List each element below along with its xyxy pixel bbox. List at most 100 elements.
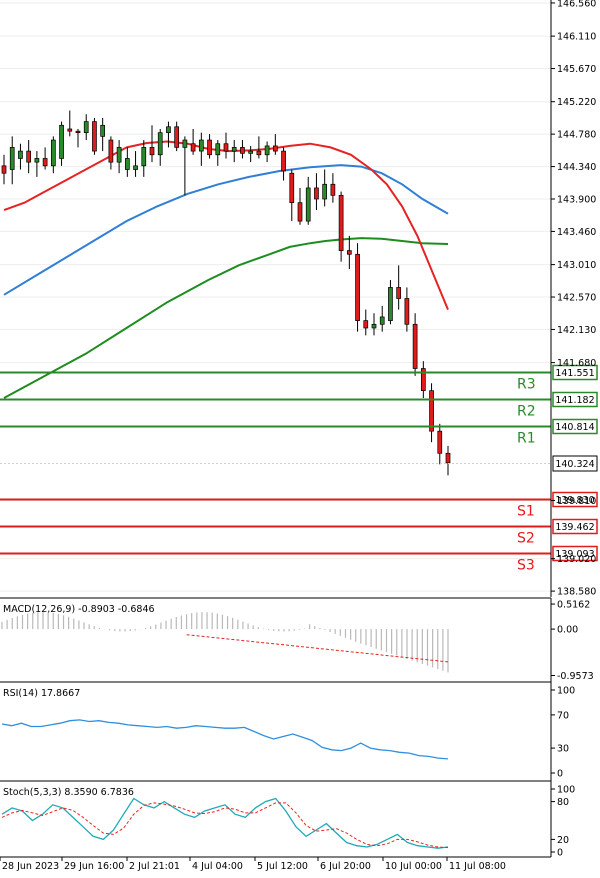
- candle: [182, 136, 188, 196]
- price-tick-label: 143.460: [557, 227, 596, 238]
- price-tick-label: 146.560: [557, 0, 596, 9]
- candle-body: [50, 139, 56, 167]
- level-price-box: [552, 545, 598, 562]
- candle-body: [429, 390, 434, 432]
- candle: [9, 136, 15, 185]
- candle-body: [190, 143, 196, 152]
- candle: [445, 445, 451, 476]
- stoch-tick-label: 80: [557, 797, 569, 808]
- level-r2: R2 141.182: [0, 391, 598, 420]
- candle: [264, 141, 270, 163]
- candle: [248, 145, 254, 163]
- stoch-tick-label: 20: [557, 835, 569, 846]
- candle-body: [314, 187, 319, 200]
- candle-body: [297, 202, 303, 222]
- level-price-label: 140.814: [555, 422, 594, 433]
- candle-body: [396, 287, 402, 299]
- candle-body: [272, 145, 278, 152]
- price-tick-label: 141.680: [557, 358, 596, 369]
- candle: [190, 128, 196, 155]
- ma-green-line: [3, 237, 449, 399]
- rsi-tick-label: 0: [557, 769, 563, 780]
- level-s3: S3 139.093: [0, 545, 598, 574]
- candle-body: [26, 150, 32, 163]
- level-name: R2: [517, 404, 536, 420]
- stoch-tick-label: 0: [557, 848, 563, 859]
- time-tick-label: 11 Jul 08:00: [449, 861, 506, 872]
- candle-body: [338, 194, 344, 251]
- rsi-title: RSI(14) 17.8667: [3, 688, 80, 699]
- level-price-label: 139.830: [555, 495, 594, 506]
- macd-histogram: [1, 612, 449, 673]
- price-tick-label: 144.780: [557, 130, 596, 141]
- candle: [174, 121, 180, 152]
- candle: [305, 176, 311, 225]
- level-name: S2: [517, 531, 535, 547]
- candle: [50, 136, 56, 174]
- candle-body: [223, 143, 229, 152]
- candle: [100, 117, 106, 152]
- level-price-box: [552, 518, 598, 535]
- candle: [272, 134, 278, 155]
- level-r3: R3 141.551: [0, 364, 598, 393]
- rsi-tick-label: 100: [557, 686, 575, 697]
- level-price-label: 141.551: [555, 368, 594, 379]
- ma-red-line: [3, 140, 449, 310]
- candle: [346, 235, 352, 270]
- candle: [355, 243, 360, 332]
- current-price-tag: 140.324: [552, 455, 598, 472]
- stoch-d-line: [1, 802, 449, 849]
- candle-body: [256, 150, 262, 156]
- candle: [322, 169, 328, 207]
- candle-body: [141, 147, 147, 167]
- candle: [133, 151, 138, 177]
- price-tick-label: 139.020: [557, 554, 596, 565]
- price-tick-label: 138.580: [557, 587, 596, 598]
- current-price-label: 140.324: [555, 459, 594, 470]
- moving-averages: [3, 140, 449, 399]
- candle: [42, 147, 48, 170]
- candle-body: [83, 121, 89, 134]
- candle-body: [404, 298, 410, 325]
- candle: [289, 169, 295, 222]
- price-tick-label: 143.900: [557, 195, 596, 206]
- candle: [207, 134, 212, 159]
- level-r1: R1 140.814: [0, 418, 598, 447]
- candle-body: [363, 320, 369, 329]
- candle: [412, 313, 418, 376]
- level-price-box: [552, 364, 598, 381]
- candle-body: [437, 430, 443, 454]
- candle-body: [92, 121, 97, 152]
- candle: [59, 121, 64, 166]
- candle: [116, 140, 122, 174]
- candle-body: [322, 183, 328, 200]
- time-tick-label: 6 Jul 20:00: [320, 861, 371, 872]
- candle: [429, 383, 434, 443]
- candle-body: [108, 139, 114, 163]
- candle-body: [240, 147, 245, 154]
- candle: [124, 147, 130, 177]
- candle-body: [330, 183, 336, 196]
- candle: [388, 280, 393, 325]
- candle: [338, 191, 344, 262]
- candle-body: [371, 323, 377, 329]
- macd-panel: MACD(12,26,9) -0.8903 -0.6846 0.5162 0.00…: [1, 600, 594, 682]
- macd-tick-label: 0.5162: [557, 600, 590, 611]
- price-tick-label: 142.130: [557, 325, 596, 336]
- rsi-tick-label: 30: [557, 744, 569, 755]
- candle: [297, 187, 303, 225]
- candle-body: [100, 124, 106, 137]
- candle: [141, 140, 147, 177]
- candle: [371, 313, 377, 336]
- candle-body: [59, 124, 64, 159]
- level-price-box: [552, 391, 598, 408]
- price-axis: 146.560 146.110 145.670 145.220 144.780 144.3…: [550, 0, 598, 598]
- candle-body: [388, 287, 393, 321]
- candle-body: [289, 172, 295, 204]
- time-tick-label: 10 Jul 00:00: [385, 861, 442, 872]
- candle-body: [1, 165, 7, 174]
- price-panel-bg: [0, 0, 551, 597]
- candle: [330, 173, 336, 203]
